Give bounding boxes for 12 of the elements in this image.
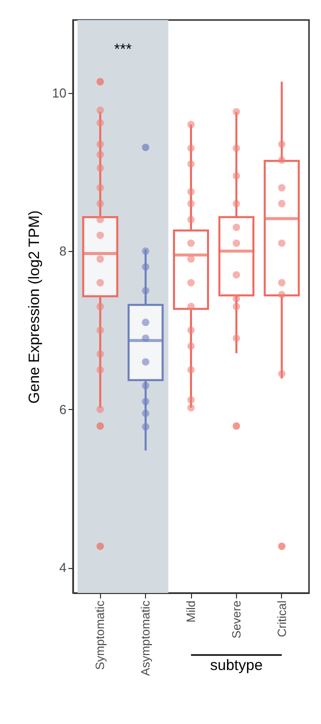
x-tick-label: Mild — [184, 600, 198, 623]
x-tick-label: Asymptomatic — [138, 600, 153, 676]
x-tick-label: Symptomatic — [93, 600, 108, 670]
y-tick-label: 8 — [59, 244, 66, 259]
y-tick-label: 4 — [59, 560, 66, 576]
x-tick-label: Critical — [274, 600, 289, 638]
annotation: *** — [114, 41, 132, 58]
y-tick-label: 10 — [52, 85, 66, 100]
x-tick-label: Severe — [229, 600, 244, 639]
y-axis-title: Gene Expression (log2 TPM) — [26, 210, 44, 404]
text: subtype — [210, 657, 263, 674]
y-tick-label: 6 — [59, 402, 66, 417]
